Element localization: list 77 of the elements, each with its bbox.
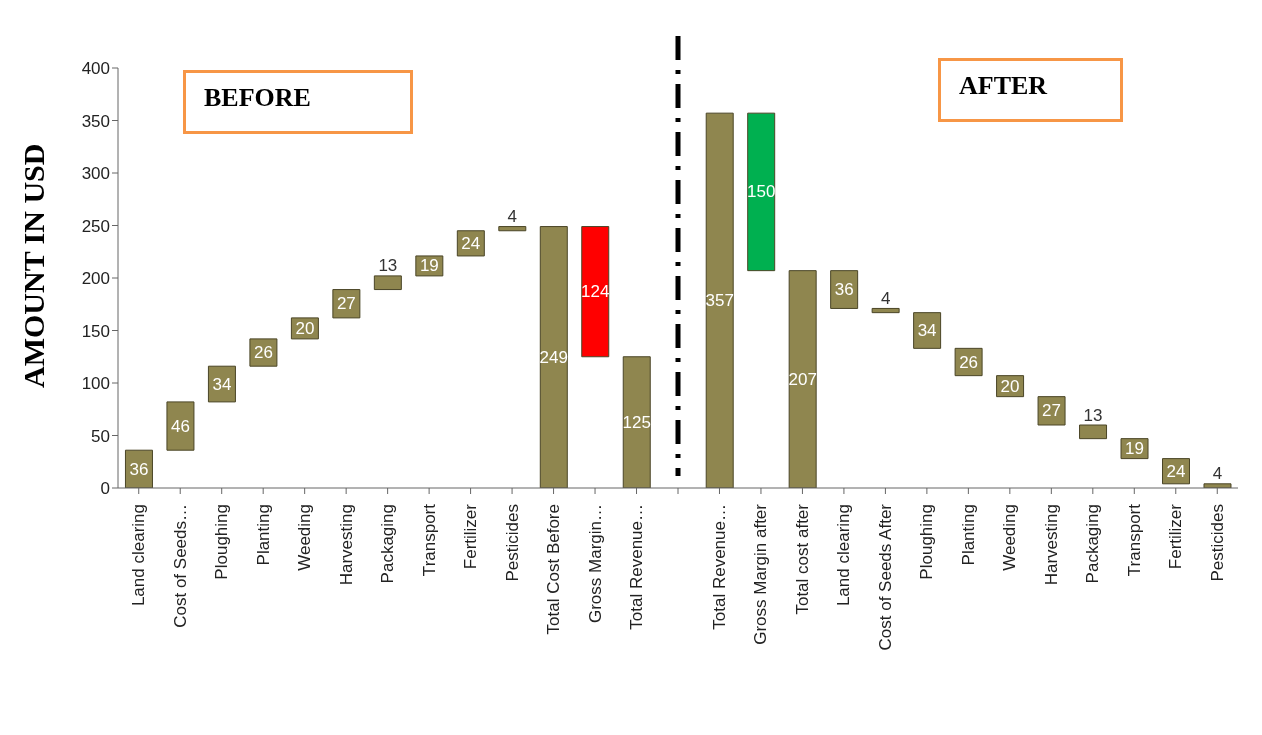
data-label: 26 bbox=[253, 343, 273, 363]
x-tick-label: Planting bbox=[253, 504, 273, 566]
bar bbox=[747, 112, 776, 272]
annotation: BEFORE bbox=[183, 70, 413, 134]
x-tick-label: Pesticides bbox=[1207, 504, 1227, 582]
bar bbox=[373, 275, 402, 291]
x-tick-label: Gross Margin after bbox=[751, 503, 771, 645]
x-tick-label: Packaging bbox=[378, 504, 398, 584]
y-tick-label: 0 bbox=[100, 479, 110, 499]
data-label: 124 bbox=[581, 282, 610, 302]
data-label: 4 bbox=[1212, 464, 1223, 484]
x-tick-label: Cost of Seeds… bbox=[170, 504, 190, 628]
data-label: 249 bbox=[539, 347, 568, 367]
x-tick-label: Total Cost Before bbox=[544, 504, 564, 635]
x-tick-label: Transport bbox=[1124, 503, 1144, 577]
x-tick-label: Gross Margin… bbox=[585, 504, 605, 624]
data-label: 125 bbox=[622, 412, 651, 432]
bar bbox=[1037, 396, 1066, 426]
x-tick-label: Fertilizer bbox=[1166, 503, 1186, 570]
bar bbox=[1079, 424, 1108, 440]
data-label: 34 bbox=[212, 374, 232, 394]
data-label: 357 bbox=[705, 291, 734, 311]
data-label: 46 bbox=[170, 416, 190, 436]
data-label: 4 bbox=[880, 288, 891, 308]
x-tick-label: Total Revenue… bbox=[627, 504, 647, 630]
x-tick-label: Weeding bbox=[295, 504, 315, 571]
data-label: 24 bbox=[1166, 461, 1186, 481]
y-tick-label: 200 bbox=[81, 269, 110, 289]
data-label: 24 bbox=[461, 233, 481, 253]
data-label: 36 bbox=[129, 459, 149, 479]
data-label: 36 bbox=[834, 280, 854, 300]
data-label: 19 bbox=[1125, 439, 1144, 459]
bar bbox=[539, 226, 568, 488]
x-tick-label: Fertilizer bbox=[461, 503, 481, 570]
x-tick-label: Planting bbox=[958, 504, 978, 566]
x-tick-label: Pesticides bbox=[502, 504, 522, 582]
data-label: 27 bbox=[1042, 401, 1062, 421]
y-tick-label: 400 bbox=[81, 59, 110, 79]
y-tick-label: 50 bbox=[91, 426, 110, 446]
data-label: 19 bbox=[419, 256, 439, 276]
data-label: 20 bbox=[295, 318, 315, 338]
bar bbox=[871, 307, 900, 314]
x-tick-label: Harvesting bbox=[336, 504, 356, 586]
y-tick-label: 150 bbox=[81, 321, 110, 341]
bar bbox=[498, 226, 527, 232]
data-label: 26 bbox=[959, 352, 979, 372]
x-tick-label: Ploughing bbox=[917, 504, 937, 580]
y-tick-label: 250 bbox=[81, 216, 110, 236]
y-axis-title: AMOUNT IN USD bbox=[16, 143, 50, 388]
x-tick-label: Weeding bbox=[1000, 504, 1020, 571]
x-tick-label: Total cost after bbox=[792, 503, 812, 615]
y-tick-label: 100 bbox=[81, 374, 110, 394]
data-label: 13 bbox=[378, 256, 398, 276]
x-tick-label: Land clearing bbox=[129, 504, 149, 607]
bar bbox=[581, 226, 610, 358]
y-tick-label: 300 bbox=[81, 164, 110, 184]
bar bbox=[622, 356, 651, 488]
data-label: 4 bbox=[507, 207, 518, 227]
data-label: 13 bbox=[1083, 405, 1103, 425]
x-tick-label: Ploughing bbox=[212, 504, 232, 580]
bar bbox=[705, 112, 734, 488]
x-tick-label: Cost of Seeds After bbox=[875, 503, 895, 651]
y-tick-label: 350 bbox=[81, 111, 110, 131]
data-label: 20 bbox=[1000, 376, 1020, 396]
data-label: 27 bbox=[336, 294, 356, 314]
annotation: AFTER bbox=[938, 58, 1123, 122]
x-tick-label: Transport bbox=[419, 503, 439, 577]
x-tick-label: Total Revenue… bbox=[709, 504, 729, 630]
data-label: 150 bbox=[747, 182, 776, 202]
bar bbox=[166, 401, 195, 451]
bar bbox=[332, 289, 361, 319]
x-tick-label: Land clearing bbox=[834, 504, 854, 607]
x-tick-label: Packaging bbox=[1083, 504, 1103, 584]
bar bbox=[788, 270, 817, 488]
x-tick-label: Harvesting bbox=[1041, 504, 1061, 586]
data-label: 207 bbox=[788, 369, 817, 389]
data-label: 34 bbox=[917, 321, 937, 340]
